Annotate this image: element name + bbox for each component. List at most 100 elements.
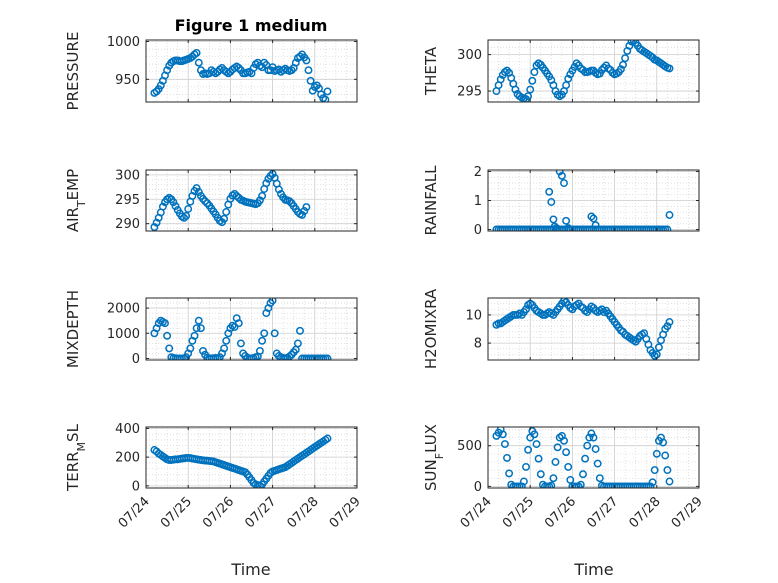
y-axis-label-air-temp: AIRTEMP — [64, 169, 88, 232]
y-tick-label: 950 — [115, 73, 140, 88]
y-tick-label: 1 — [474, 194, 482, 209]
y-axis-label-terr-msl: TERRMSL — [64, 423, 88, 492]
panel-air-temp: 290 295 300 AIRTEMP — [64, 168, 358, 232]
y-tick-label: 290 — [115, 217, 140, 232]
data-point — [306, 76, 315, 85]
x-axis-label-right: Time — [573, 560, 613, 579]
series-air-temp — [150, 170, 311, 231]
data-point — [625, 41, 634, 50]
series-h2omixra — [492, 298, 674, 360]
data-point — [593, 459, 602, 468]
data-point — [196, 324, 205, 333]
data-point — [663, 225, 672, 231]
panel-theta: 295 300 THETA — [422, 39, 700, 103]
data-point — [547, 198, 556, 206]
data-point — [522, 305, 530, 314]
data-point — [621, 54, 630, 63]
data-point — [650, 466, 659, 475]
data-point — [302, 203, 311, 212]
data-point — [220, 214, 229, 223]
data-point — [665, 64, 674, 73]
data-point — [199, 346, 207, 355]
data-point — [182, 211, 191, 220]
data-point — [262, 179, 271, 188]
data-point — [595, 474, 604, 483]
y-tick-label: 295 — [115, 193, 140, 208]
data-point — [574, 482, 583, 488]
data-point — [300, 207, 309, 215]
y-axis-label-theta: THETA — [422, 46, 440, 96]
data-point — [268, 298, 277, 305]
panel-h2omixra: 8 10 H2OMIXRA — [422, 288, 700, 369]
data-point — [194, 188, 203, 196]
data-point — [654, 343, 663, 352]
data-point — [589, 214, 598, 223]
data-point — [158, 202, 167, 211]
y-tick-label: 8 — [474, 337, 482, 352]
series-theta — [492, 40, 674, 102]
data-point — [557, 171, 566, 180]
data-point — [260, 329, 269, 338]
axes-box — [145, 297, 358, 361]
y-tick-label: 295 — [457, 85, 482, 100]
data-point — [528, 76, 537, 85]
y-tick-label: 200 — [115, 451, 140, 466]
data-point — [161, 319, 169, 328]
data-point — [549, 215, 558, 224]
data-point — [211, 354, 220, 360]
data-point — [171, 202, 180, 211]
data-point — [591, 445, 600, 453]
data-point — [296, 52, 304, 61]
figure-title: Figure 1 medium — [175, 16, 328, 35]
data-point — [589, 433, 598, 442]
data-point — [169, 198, 178, 207]
data-point — [564, 224, 573, 231]
data-point — [192, 324, 201, 333]
data-point — [241, 352, 250, 360]
y-tick-label: 0 — [474, 480, 482, 495]
data-point — [285, 197, 294, 206]
data-point — [555, 170, 564, 176]
data-point — [524, 92, 533, 101]
y-axis-label-rainfall: RAINFALL — [422, 165, 440, 236]
data-point — [321, 95, 330, 102]
data-point — [550, 222, 559, 231]
y-tick-label: 300 — [115, 168, 140, 183]
data-point — [505, 469, 514, 478]
data-point — [165, 344, 174, 353]
data-point — [270, 329, 279, 338]
data-point — [585, 433, 594, 442]
data-point — [530, 68, 539, 77]
data-point — [222, 336, 231, 345]
data-point — [255, 196, 264, 205]
data-point — [581, 454, 590, 463]
data-point — [287, 66, 296, 75]
data-point — [519, 477, 528, 486]
data-point — [184, 205, 193, 213]
data-point — [522, 462, 530, 471]
data-point — [163, 66, 172, 75]
axes-box — [487, 426, 700, 489]
data-point — [526, 85, 535, 94]
data-point — [255, 346, 264, 355]
data-point — [192, 48, 201, 57]
data-point — [150, 223, 159, 231]
data-point — [186, 344, 195, 353]
data-point — [530, 430, 539, 439]
y-axis-label-h2omixra: H2OMIXRA — [422, 288, 440, 369]
data-point — [258, 336, 267, 345]
y-tick-label: 10 — [465, 308, 482, 323]
data-point — [180, 213, 188, 222]
data-point — [503, 453, 511, 462]
y-axis-label-pressure: PRESSURE — [64, 32, 82, 111]
data-point — [298, 210, 307, 219]
series-rainfall — [492, 170, 674, 231]
data-point — [562, 448, 571, 457]
data-point — [661, 451, 670, 460]
y-tick-label: 400 — [115, 422, 140, 437]
data-point — [524, 445, 533, 454]
data-point — [627, 40, 636, 46]
data-point — [296, 326, 304, 335]
data-point — [549, 474, 558, 483]
